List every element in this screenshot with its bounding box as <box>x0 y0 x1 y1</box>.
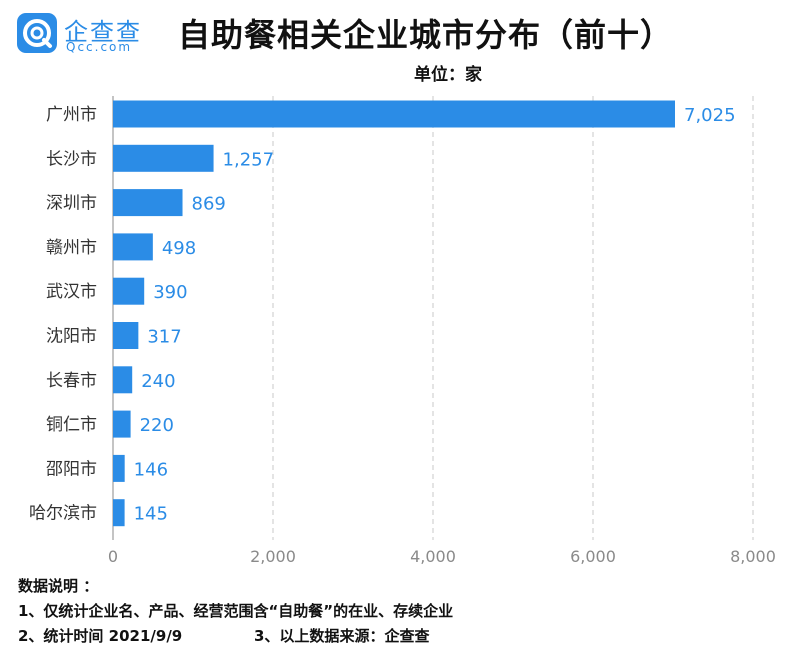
value-label: 317 <box>147 327 181 348</box>
x-tick-label: 0 <box>108 547 118 566</box>
value-label: 869 <box>192 194 226 215</box>
category-label: 哈尔滨市 <box>29 504 97 524</box>
x-tick-label: 8,000 <box>730 547 776 566</box>
bar <box>113 366 133 394</box>
bar <box>113 454 125 482</box>
bar <box>113 144 214 172</box>
bar <box>113 277 145 305</box>
x-tick-label: 2,000 <box>250 547 296 566</box>
value-label: 220 <box>140 415 174 436</box>
value-label: 498 <box>162 238 196 259</box>
category-label: 长春市 <box>46 371 97 391</box>
bar <box>113 410 131 438</box>
category-label: 沈阳市 <box>46 327 97 347</box>
bar <box>113 322 139 349</box>
notes-line-2a: 2、统计时间 2021/9/9 <box>18 627 183 645</box>
qcc-logo-icon <box>17 13 57 53</box>
value-label: 1,257 <box>223 149 275 170</box>
bar <box>113 499 125 527</box>
category-label: 长沙市 <box>46 149 97 169</box>
value-label: 146 <box>134 459 168 480</box>
data-notes: 数据说明 ： 1、仅统计企业名、产品、经营范围含“自助餐”的在业、存续企业 2、… <box>18 574 453 649</box>
bar <box>113 189 183 217</box>
notes-line-2: 2、统计时间 2021/9/9 3、以上数据来源：企查查 <box>18 624 453 649</box>
category-label: 武汉市 <box>46 282 97 302</box>
value-label: 390 <box>153 282 187 303</box>
logo-text-en: Qcc.com <box>66 40 133 54</box>
unit-label: 单位：家 <box>414 65 482 85</box>
notes-line-1: 1、仅统计企业名、产品、经营范围含“自助餐”的在业、存续企业 <box>18 602 454 620</box>
category-label: 邵阳市 <box>46 459 97 479</box>
bar <box>113 233 153 261</box>
chart-title: 自助餐相关企业城市分布（前十） <box>178 16 674 54</box>
logo-text-cn: 企查查 <box>64 18 142 46</box>
bar <box>113 100 675 128</box>
notes-line-2b: 3、以上数据来源：企查查 <box>254 627 430 645</box>
category-label: 赣州市 <box>46 238 97 258</box>
value-label: 7,025 <box>684 105 736 126</box>
x-tick-label: 6,000 <box>570 547 616 566</box>
value-label: 145 <box>134 504 168 525</box>
bar-chart: 0 2,000 4,000 6,000 8,000 广州市 7,025 长沙市 1,257 深圳市… <box>29 96 776 566</box>
category-label: 铜仁市 <box>46 415 97 435</box>
x-tick-label: 4,000 <box>410 547 456 566</box>
value-label: 240 <box>141 371 175 392</box>
category-label: 广州市 <box>46 105 97 125</box>
qcc-logo: 企查查 Qcc.com <box>16 10 176 56</box>
notes-heading: 数据说明 ： <box>18 577 99 595</box>
category-label: 深圳市 <box>46 194 97 214</box>
